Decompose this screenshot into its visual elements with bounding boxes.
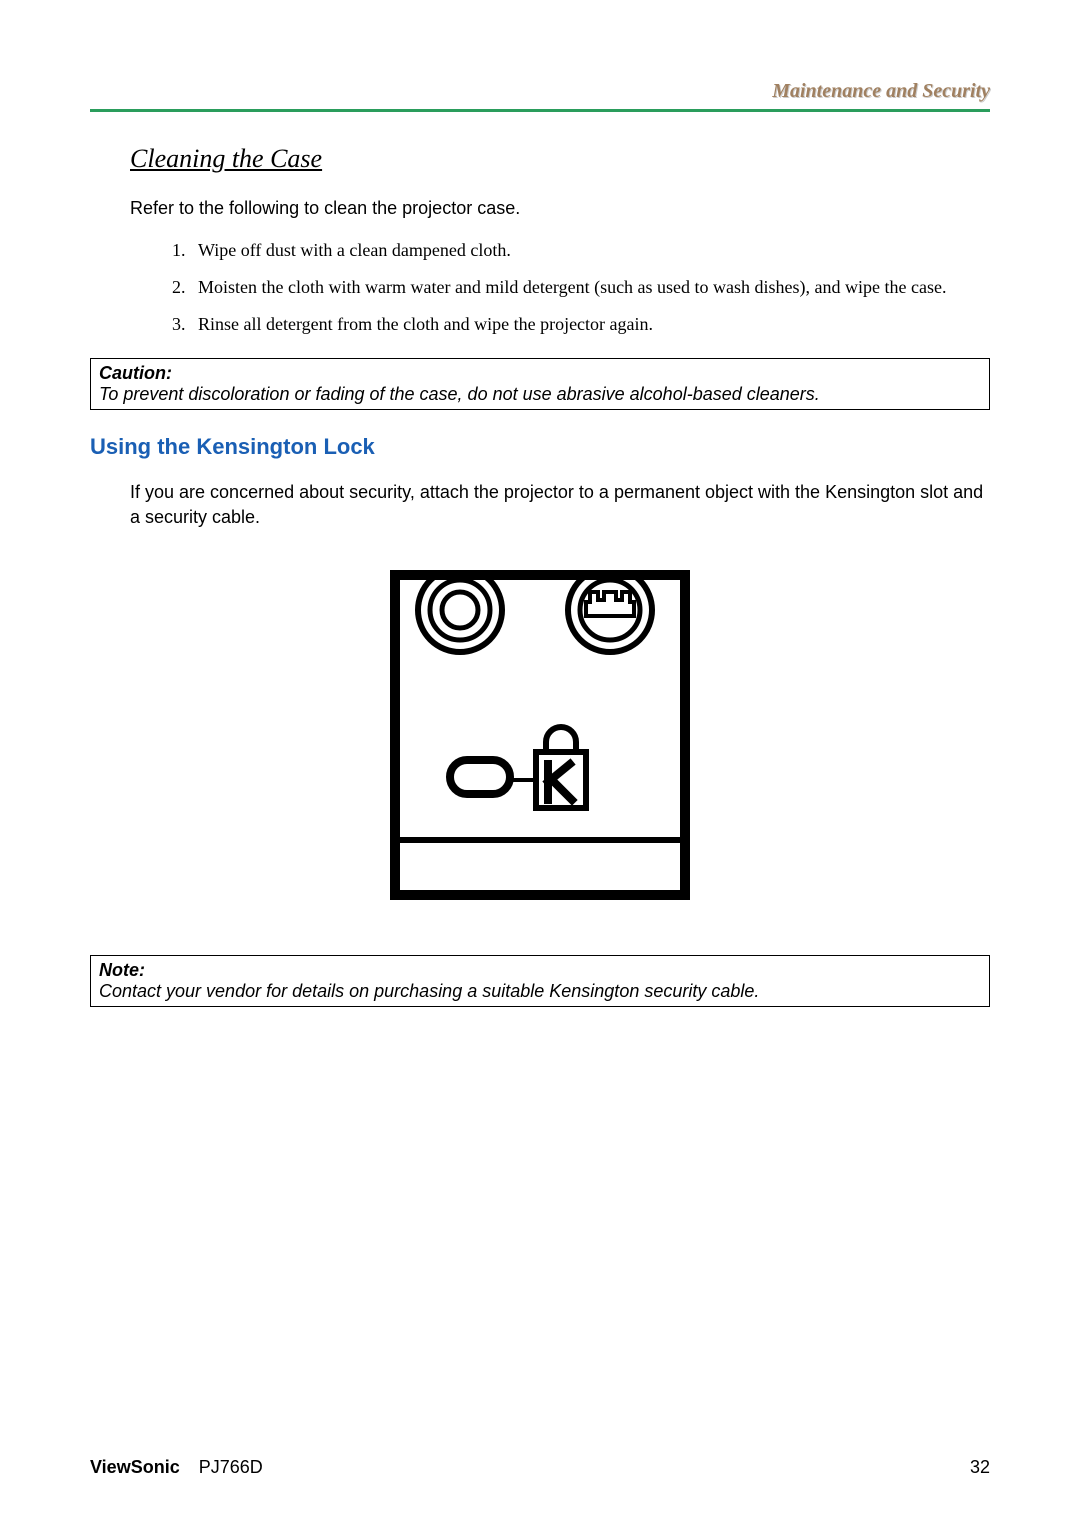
projector-underside-icon (390, 570, 690, 900)
kensington-diagram (90, 570, 990, 905)
header-rule (90, 109, 990, 112)
cleaning-intro: Refer to the following to clean the proj… (130, 198, 990, 219)
caution-text: To prevent discoloration or fading of th… (99, 384, 820, 404)
cleaning-steps-list: Wipe off dust with a clean dampened clot… (190, 237, 990, 338)
section-kensington-title: Using the Kensington Lock (90, 434, 990, 460)
footer-page-number: 32 (970, 1457, 990, 1478)
list-item: Moisten the cloth with warm water and mi… (190, 274, 990, 301)
note-label: Note: (99, 960, 145, 980)
caution-label: Caution: (99, 363, 172, 383)
footer-model: PJ766D (199, 1457, 263, 1477)
document-page: Maintenance and Security Cleaning the Ca… (0, 0, 1080, 1528)
caution-box: Caution: To prevent discoloration or fad… (90, 358, 990, 410)
note-text: Contact your vendor for details on purch… (99, 981, 759, 1001)
section-cleaning-title: Cleaning the Case (130, 144, 990, 174)
list-item: Rinse all detergent from the cloth and w… (190, 311, 990, 338)
note-box: Note: Contact your vendor for details on… (90, 955, 990, 1007)
chapter-title: Maintenance and Security (90, 80, 990, 103)
list-item: Wipe off dust with a clean dampened clot… (190, 237, 990, 264)
footer-left: ViewSonic PJ766D (90, 1457, 263, 1478)
footer-brand: ViewSonic (90, 1457, 180, 1477)
kensington-body: If you are concerned about security, att… (130, 480, 990, 530)
page-footer: ViewSonic PJ766D 32 (90, 1457, 990, 1478)
